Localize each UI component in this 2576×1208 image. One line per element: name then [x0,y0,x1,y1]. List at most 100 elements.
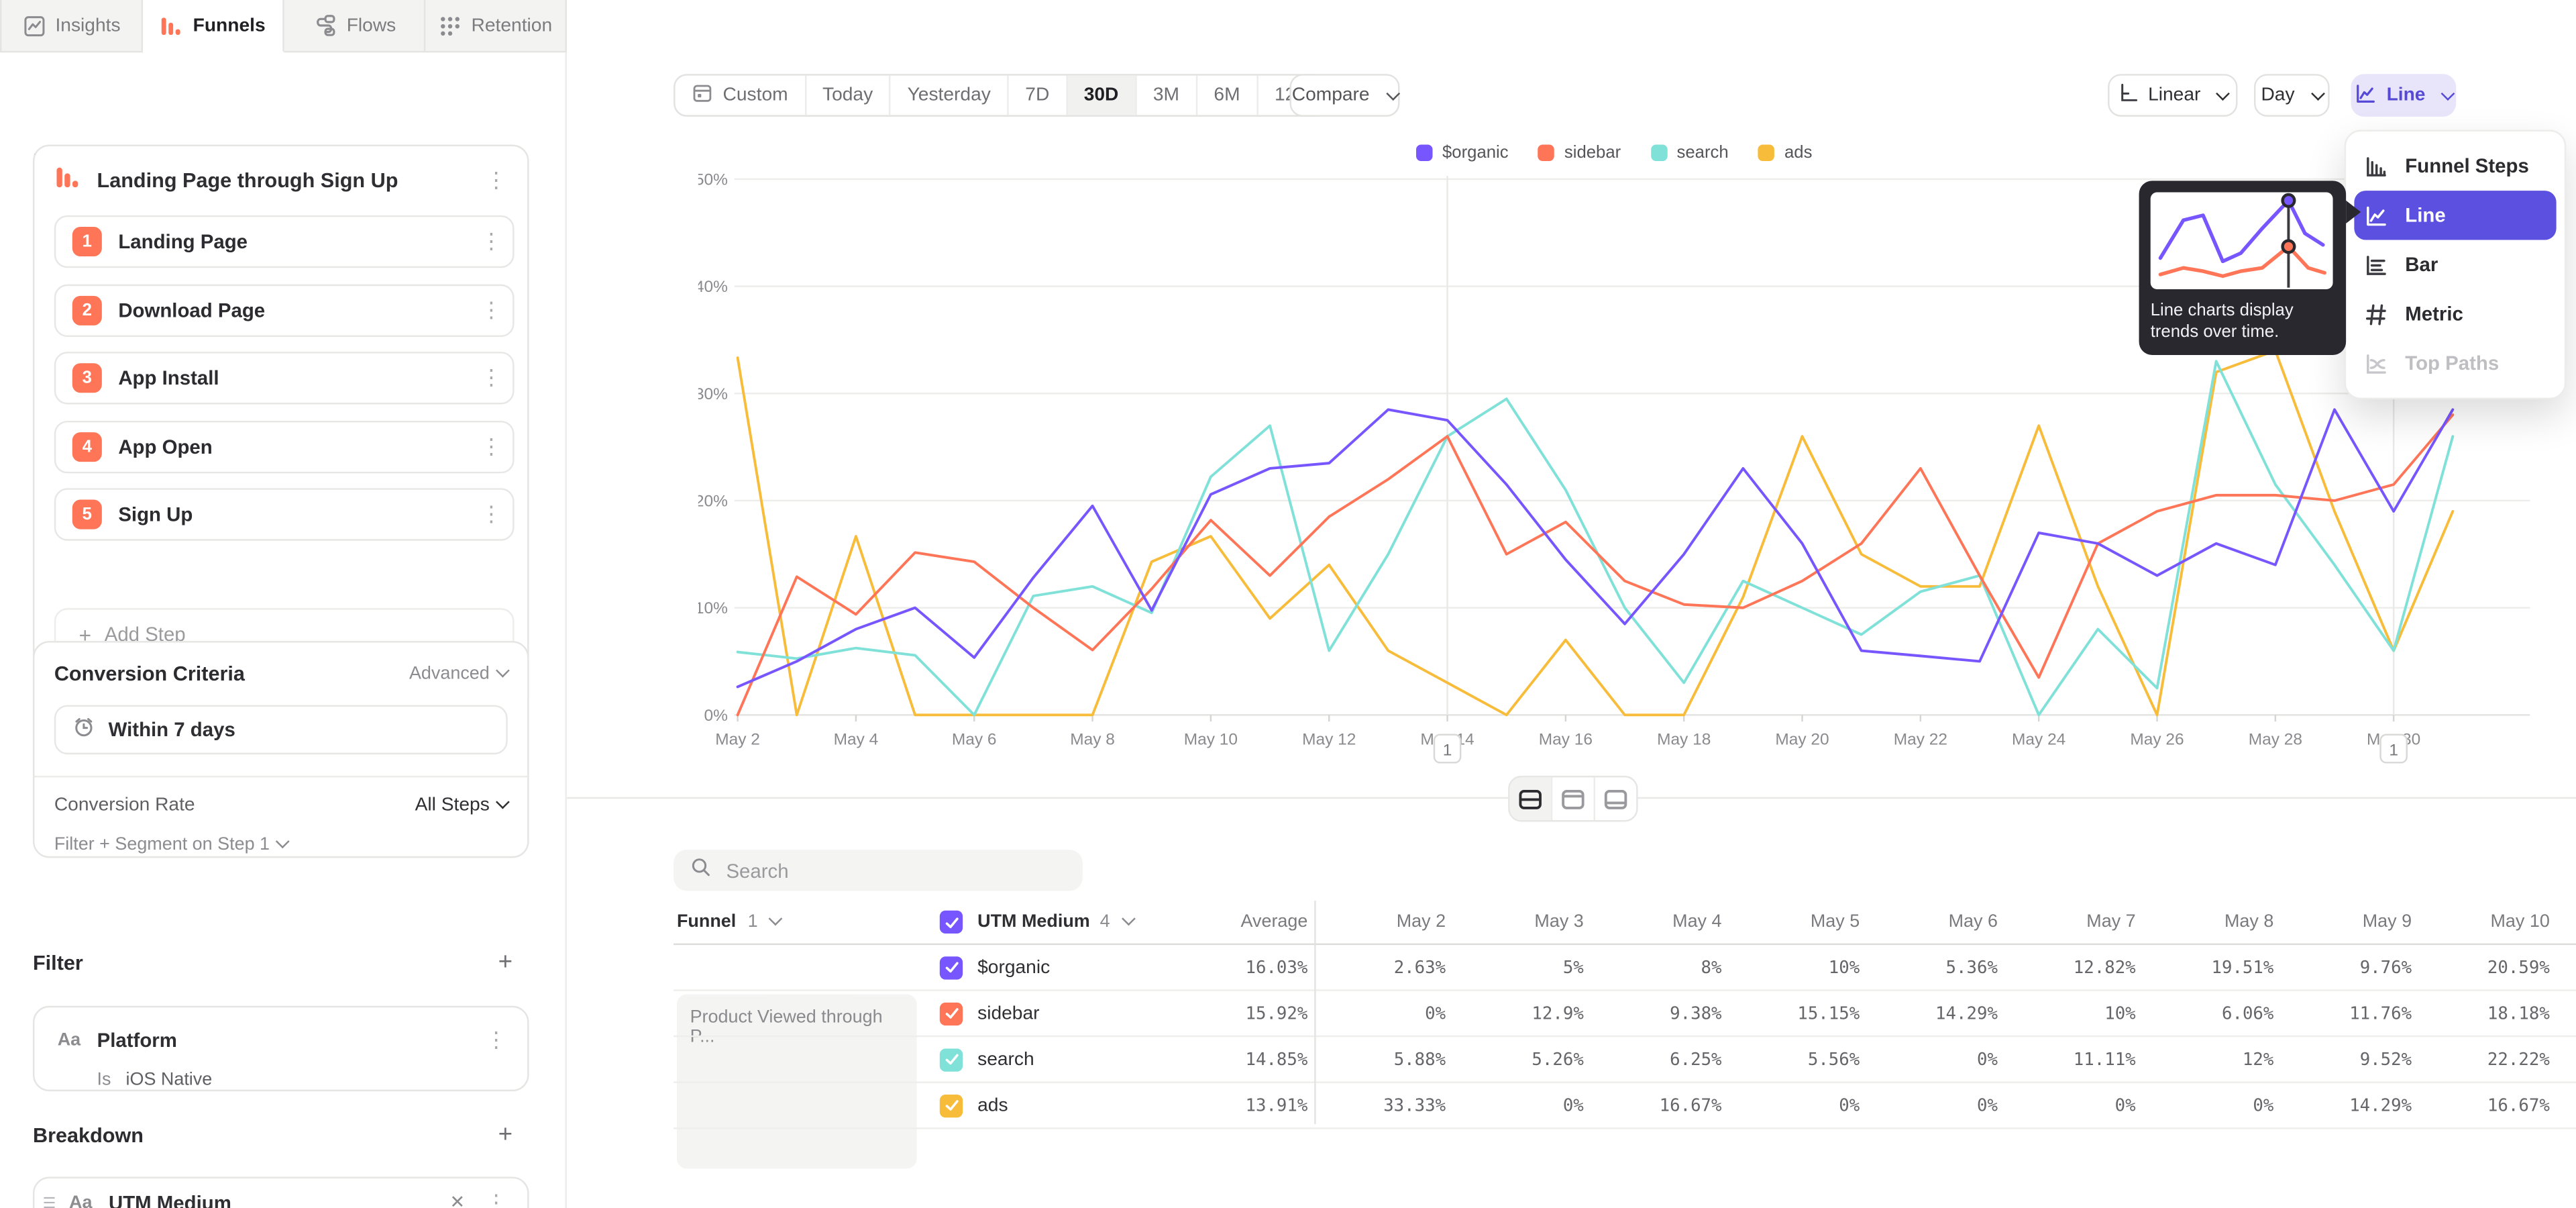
range-3m[interactable]: 3M [1134,75,1196,115]
conversion-window-button[interactable]: Within 7 days [54,705,508,755]
toggle-chart-view[interactable] [1550,777,1594,821]
breakdown-column-header[interactable]: UTM Medium 4 [920,910,1166,934]
series-checkbox[interactable] [939,1001,963,1025]
step-kebab-icon[interactable]: ⋮ [480,364,502,390]
funnel-step-5[interactable]: 5 Sign Up ⋮ [54,488,515,541]
toggle-split-view[interactable] [1509,777,1551,821]
funnel-cell[interactable]: Product Viewed through P... [676,994,917,1169]
y-axis-tick: 20% [698,493,728,511]
cell-value: 0% [1425,1003,1446,1023]
cell-value: 14.29% [2349,1095,2412,1115]
legend-item-organic[interactable]: $organic [1415,143,1509,162]
add-filter-button[interactable]: + [498,948,513,976]
table-row-sidebar[interactable]: sidebar 15.92% 0% 12.9% 9.38% 15.15% 14.29% 10%… [674,991,2576,1038]
cell-value: 9.52% [2359,1049,2412,1070]
x-axis-tick: May 2 [715,730,760,748]
step-kebab-icon[interactable]: ⋮ [480,501,502,526]
filter-card[interactable]: Aa Platform ⋮ Is iOS Native [32,1005,529,1092]
search-icon [690,856,712,885]
step-kebab-icon[interactable]: ⋮ [480,433,502,458]
remove-breakdown-icon[interactable]: ✕ [449,1193,466,1208]
drag-handle-icon[interactable]: ☰ [42,1194,56,1208]
breakdown-property: UTM Medium [108,1191,231,1208]
interval-dropdown[interactable]: Day [2254,74,2330,117]
table-row-organic[interactable]: $organic 16.03% 2.63% 5% 8% 10% 5.36% 12.82% 19.… [674,945,2576,991]
top-paths-icon [2364,351,2389,376]
range-yesterday[interactable]: Yesterday [889,75,1008,115]
tooltip-arrow [2346,200,2361,224]
step-kebab-icon[interactable]: ⋮ [480,228,502,254]
chart-legend: $organic sidebar search ads [698,142,2530,164]
chart-type-dropdown[interactable]: Line [2351,74,2457,117]
scale-dropdown[interactable]: Linear [2108,74,2238,117]
tooltip-mini-chart [2150,192,2333,290]
funnel-step-2[interactable]: 2 Download Page ⋮ [54,283,515,336]
range-custom[interactable]: Custom [676,76,805,115]
date-column-header: May 10 [2490,912,2550,932]
funnel-step-4[interactable]: 4 App Open ⋮ [54,419,515,473]
funnel-step-3[interactable]: 3 App Install ⋮ [54,352,515,405]
metric-kebab-icon[interactable]: ⋮ [485,167,507,193]
legend-item-search[interactable]: search [1650,143,1729,162]
search-input[interactable] [722,857,1026,884]
chevron-down-icon [1385,87,1400,101]
funnel-column-header[interactable]: Funnel 1 [674,911,920,932]
cell-value: 0% [1976,1049,1998,1070]
tab-retention[interactable]: Retention [425,0,567,51]
select-all-checkbox[interactable] [939,910,963,934]
menu-item-funnel-steps[interactable]: Funnel Steps [2346,142,2565,191]
cell-value: 0% [1976,1095,1998,1115]
filter-segment-dropdown[interactable]: Filter + Segment on Step 1 [54,834,290,854]
compare-button[interactable]: Compare [1289,74,1400,117]
tab-flows[interactable]: Flows [284,0,426,51]
annotation-badge[interactable] [1433,734,1462,764]
series-checkbox[interactable] [939,1093,963,1117]
insights-icon [22,14,45,37]
legend-item-ads[interactable]: ads [1758,143,1812,162]
clock-icon [72,714,95,746]
filter-operator[interactable]: Is [97,1070,111,1090]
range-6m[interactable]: 6M [1195,75,1256,115]
filter-kebab-icon[interactable]: ⋮ [485,1027,507,1052]
table-row-ads[interactable]: ads 13.91% 33.33% 0% 16.67% 0% 0% 0% 0% 14.29% 16.… [674,1083,2576,1129]
series-checkbox[interactable] [939,956,963,979]
tab-funnels[interactable]: Funnels [143,0,284,53]
filter-value[interactable]: iOS Native [125,1070,213,1090]
menu-item-line[interactable]: Line [2354,191,2557,240]
average-column-header: Average [1240,912,1308,932]
chevron-down-icon [769,911,784,926]
cell-value: 10% [1828,957,1860,977]
date-column-headers: May 2 May 3 May 4 May 5 May 6 May 7 May 8 May 9… [1307,912,2550,932]
range-7d[interactable]: 7D [1007,75,1065,115]
menu-item-metric[interactable]: Metric [2346,289,2565,338]
step-number-badge: 1 [72,226,102,257]
breakdown-kebab-icon[interactable]: ⋮ [485,1189,507,1208]
cell-value: 20.59% [2487,957,2550,977]
range-30d[interactable]: 30D [1065,75,1135,115]
advanced-dropdown[interactable]: Advanced [409,663,510,684]
x-axis-tick: May 12 [1302,730,1356,748]
series-name: sidebar [977,1003,1040,1023]
range-label: 3M [1152,85,1179,105]
series-checkbox[interactable] [939,1048,963,1071]
legend-item-sidebar[interactable]: sidebar [1538,143,1621,162]
cell-value: 6.06% [2221,1003,2274,1023]
annotation-badge[interactable] [2379,734,2408,764]
tab-insights[interactable]: Insights [0,0,144,51]
funnel-step-1[interactable]: 1 Landing Page ⋮ [54,215,515,268]
cell-value: 11.11% [2073,1049,2136,1070]
filter-property: Platform [97,1029,177,1052]
legend-swatch [1415,144,1433,162]
tab-label: Retention [471,15,553,36]
cell-value: 9.76% [2359,957,2412,977]
toggle-table-view[interactable] [1593,777,1637,821]
step-kebab-icon[interactable]: ⋮ [480,297,502,321]
table-row-search[interactable]: search 14.85% 5.88% 5.26% 6.25% 5.56% 0% 11.11%… [674,1037,2576,1083]
menu-item-bar[interactable]: Bar [2346,240,2565,289]
add-breakdown-button[interactable]: + [498,1121,513,1149]
range-today[interactable]: Today [804,75,890,115]
date-column-header: May 7 [2086,912,2136,932]
conversion-rate-dropdown[interactable]: All Steps [415,795,510,815]
breakdown-card[interactable]: ☰ Aa UTM Medium ✕ ⋮ [32,1176,529,1208]
metric-header[interactable]: Landing Page through Sign Up ⋮ [34,146,527,215]
